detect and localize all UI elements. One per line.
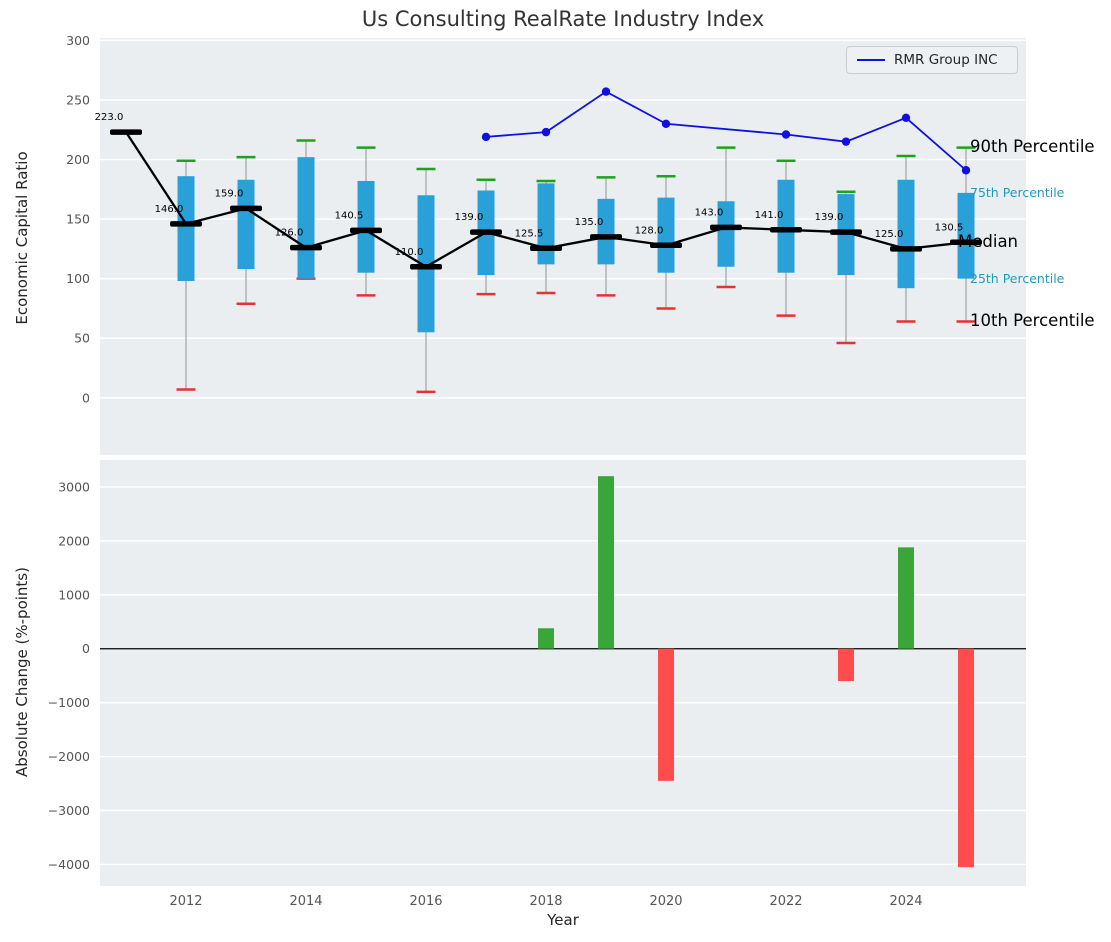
median-dash xyxy=(590,234,622,240)
iqr-box xyxy=(178,176,195,281)
median-value-label: 146.0 xyxy=(155,204,184,215)
median-dash xyxy=(650,243,682,249)
x-tick-label: 2016 xyxy=(409,894,442,909)
rmr-point xyxy=(542,128,550,136)
bottom-y-axis-label: Absolute Change (%-points) xyxy=(13,567,31,777)
annotation-75th-percentile: 75th Percentile xyxy=(970,185,1064,200)
x-axis-label: Year xyxy=(100,911,1026,929)
annotation-10th-percentile: 10th Percentile xyxy=(970,311,1095,330)
top-y-tick-label: 50 xyxy=(74,331,90,346)
median-value-label: 140.5 xyxy=(335,210,364,221)
bottom-y-tick-label: 1000 xyxy=(58,587,90,602)
top-y-tick-label: 150 xyxy=(66,212,90,227)
x-tick-label: 2014 xyxy=(289,894,322,909)
median-value-label: 128.0 xyxy=(635,225,664,236)
rmr-point xyxy=(482,133,490,141)
rmr-point xyxy=(902,114,910,122)
legend: RMR Group INC xyxy=(846,46,1018,74)
median-dash xyxy=(350,228,382,234)
rmr-point xyxy=(662,120,670,128)
change-bar xyxy=(598,476,614,649)
rmr-point xyxy=(842,137,850,145)
annotation-median: Median xyxy=(958,232,1018,251)
bottom-y-tick-label: −2000 xyxy=(48,749,90,764)
median-value-label: 125.5 xyxy=(515,228,544,239)
bottom-y-tick-label: −1000 xyxy=(48,695,90,710)
rmr-point xyxy=(782,130,790,138)
legend-line-sample xyxy=(857,59,885,61)
change-bar xyxy=(658,649,674,781)
top-y-tick-label: 250 xyxy=(66,92,90,107)
median-value-label: 159.0 xyxy=(215,188,244,199)
median-value-label: 126.0 xyxy=(275,228,304,239)
median-dash xyxy=(890,246,922,252)
median-value-label: 143.0 xyxy=(695,207,724,218)
change-bar xyxy=(838,649,854,681)
bottom-y-tick-label: −3000 xyxy=(48,803,90,818)
top-y-axis-label: Economic Capital Ratio xyxy=(13,151,31,324)
median-dash xyxy=(170,221,202,227)
iqr-box xyxy=(298,157,315,279)
median-value-label: 135.0 xyxy=(575,217,604,228)
median-value-label: 139.0 xyxy=(815,212,844,223)
iqr-box xyxy=(778,180,795,273)
median-dash xyxy=(410,264,442,270)
median-value-label: 139.0 xyxy=(455,212,484,223)
bottom-y-tick-label: 3000 xyxy=(58,479,90,494)
annotation-25th-percentile: 25th Percentile xyxy=(970,271,1064,286)
top-y-tick-label: 300 xyxy=(66,33,90,48)
rmr-point xyxy=(602,87,610,95)
median-dash xyxy=(530,245,562,251)
figure: 300 250 200 150 100 50 0 3000 2000 1000 0 −1000 −200… xyxy=(0,0,1111,942)
legend-label: RMR Group INC xyxy=(894,52,998,68)
bottom-y-tick-label: 2000 xyxy=(58,533,90,548)
median-value-label: 223.0 xyxy=(95,112,124,123)
x-tick-label: 2024 xyxy=(889,894,922,909)
x-tick-label: 2018 xyxy=(529,894,562,909)
bottom-y-tick-label: 0 xyxy=(82,641,90,656)
median-value-label: 110.0 xyxy=(395,247,424,258)
median-dash xyxy=(470,229,502,235)
median-value-label: 125.0 xyxy=(875,229,904,240)
rmr-point xyxy=(962,166,970,174)
bottom-panel-bg xyxy=(100,460,1026,886)
bottom-y-tick-label: −4000 xyxy=(48,857,90,872)
change-bar xyxy=(538,628,554,648)
iqr-box xyxy=(358,181,375,273)
median-dash xyxy=(830,229,862,235)
median-dash xyxy=(710,225,742,231)
top-y-tick-label: 100 xyxy=(66,271,90,286)
iqr-box xyxy=(538,183,555,264)
median-value-label: 141.0 xyxy=(755,210,784,221)
median-dash xyxy=(110,129,142,135)
top-y-tick-label: 0 xyxy=(82,390,90,405)
chart-title: Us Consulting RealRate Industry Index xyxy=(100,7,1026,31)
change-bar xyxy=(898,547,914,648)
chart-canvas: 300 250 200 150 100 50 0 3000 2000 1000 0 −1000 −200… xyxy=(0,0,1111,942)
top-y-tick-label: 200 xyxy=(66,152,90,167)
median-dash xyxy=(770,227,802,233)
x-tick-label: 2022 xyxy=(769,894,802,909)
x-tick-label: 2012 xyxy=(169,894,202,909)
x-tick-label: 2020 xyxy=(649,894,682,909)
iqr-box xyxy=(598,199,615,265)
median-dash xyxy=(290,245,322,251)
median-dash xyxy=(230,206,262,212)
annotation-90th-percentile: 90th Percentile xyxy=(970,137,1095,156)
change-bar xyxy=(958,649,974,867)
